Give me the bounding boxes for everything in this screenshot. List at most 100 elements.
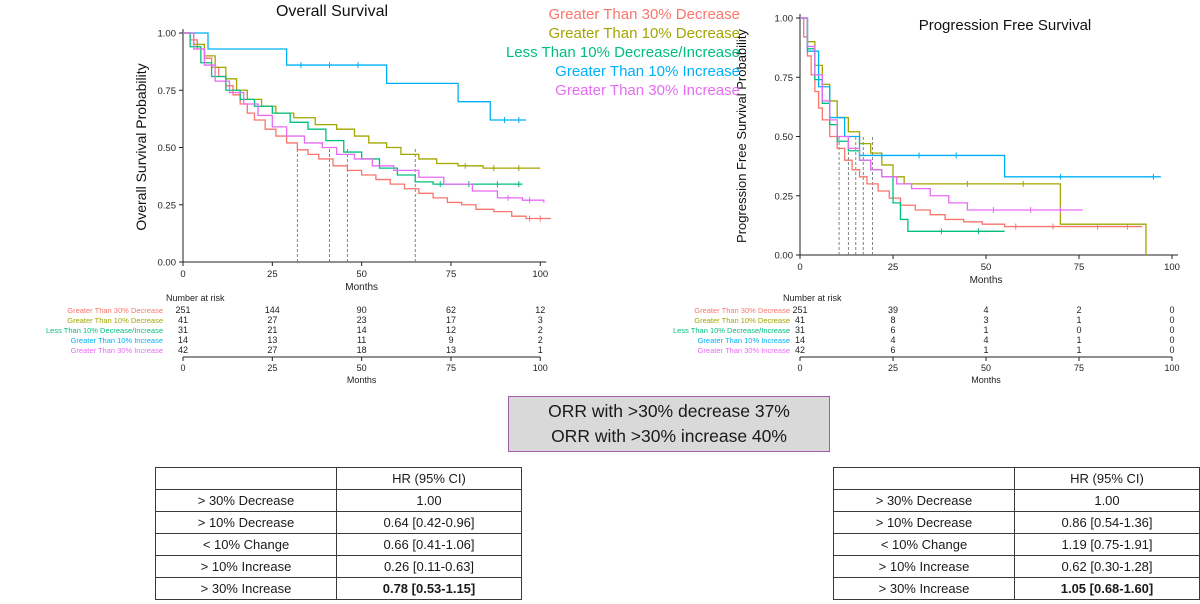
legend-entry-greater-than-10-decrease: Greater Than 10% Decrease: [548, 25, 741, 42]
risk-count: 0: [1076, 325, 1081, 335]
chart-title: Overall Survival: [276, 3, 388, 20]
risk-count: 1: [983, 325, 988, 335]
risk-row-label: Greater Than 10% Increase: [698, 336, 790, 345]
km-path-less-than-10-decrease-increase: [183, 32, 523, 185]
hr-value-cell: 0.86 [0.54-1.36]: [1014, 511, 1200, 534]
x-tick-label: 25: [267, 269, 278, 280]
risk-count: 31: [178, 325, 188, 335]
risk-count: 0: [1169, 315, 1174, 325]
hr-label-cell: > 10% Decrease: [155, 511, 337, 534]
risk-tick-label: 100: [533, 363, 548, 373]
risk-count: 17: [446, 315, 456, 325]
x-axis-label: Months: [345, 282, 378, 293]
y-tick-label: 0.25: [158, 200, 177, 211]
hr-row-10-increase: > 10% Increase 0.26 [0.11-0.63]: [155, 555, 522, 578]
risk-count: 42: [178, 345, 188, 355]
hr-label-cell: > 10% Increase: [155, 555, 337, 578]
risk-count: 251: [175, 305, 190, 315]
risk-table-title: Number at risk: [166, 293, 225, 303]
hr-value-cell: 0.66 [0.41-1.06]: [336, 533, 522, 556]
legend-entry-greater-than-30-increase: Greater Than 30% Increase: [555, 82, 740, 99]
risk-count: 3: [983, 315, 988, 325]
orr-annotation-box: ORR with >30% decrease 37% ORR with >30%…: [508, 396, 830, 452]
risk-count: 42: [795, 345, 805, 355]
risk-count: 0: [1169, 325, 1174, 335]
y-tick-label: 0.00: [158, 258, 177, 269]
risk-count: 31: [795, 325, 805, 335]
overall-survival-chart: Overall Survival Overall Survival Probabi…: [46, 3, 551, 385]
risk-count: 9: [448, 335, 453, 345]
y-tick-label: 0.75: [775, 73, 794, 84]
risk-count: 39: [888, 305, 898, 315]
hr-label-cell: > 10% Increase: [833, 555, 1015, 578]
risk-tick-label: 100: [1164, 363, 1179, 373]
risk-count: 3: [538, 315, 543, 325]
risk-count: 62: [446, 305, 456, 315]
km-curve-greater-than-10-increase: [800, 17, 1161, 180]
risk-tick-label: 25: [888, 363, 898, 373]
risk-count: 1: [1076, 345, 1081, 355]
risk-axis-label: Months: [971, 375, 1001, 385]
risk-tick-label: 75: [1074, 363, 1084, 373]
x-tick-label: 100: [532, 269, 548, 280]
risk-count: 90: [357, 305, 367, 315]
hr-label-cell: > 30% Decrease: [833, 489, 1015, 512]
legend-entry-greater-than-30-decrease: Greater Than 30% Decrease: [548, 6, 741, 23]
risk-count: 11: [357, 335, 366, 345]
km-curve-greater-than-10-decrease: [800, 17, 1147, 255]
hr-value-cell: 0.78 [0.53-1.15]: [336, 577, 522, 600]
risk-count: 0: [1169, 335, 1174, 345]
orr-line-1: ORR with >30% decrease 37%: [548, 401, 790, 421]
hr-value-cell: 0.26 [0.11-0.63]: [336, 555, 522, 578]
y-tick-label: 1.00: [158, 29, 177, 40]
x-tick-label: 0: [180, 269, 185, 280]
risk-count: 41: [795, 315, 805, 325]
risk-count: 18: [357, 345, 367, 355]
risk-row-label: Greater Than 30% Increase: [698, 346, 790, 355]
risk-count: 1: [1076, 315, 1081, 325]
hr-value-cell: 1.00: [336, 489, 522, 512]
km-curve-greater-than-10-decrease: [183, 32, 541, 172]
hr-header-cell: HR (95% CI): [1014, 467, 1200, 490]
risk-row-label: Less Than 10% Decrease/Increase: [46, 326, 163, 335]
hr-header-cell: HR (95% CI): [336, 467, 522, 490]
orr-line-2: ORR with >30% increase 40%: [551, 426, 787, 446]
x-tick-label: 75: [446, 269, 457, 280]
hr-value-cell: 1.05 [0.68-1.60]: [1014, 577, 1200, 600]
hr-header-row: HR (95% CI): [155, 467, 522, 490]
x-tick-label: 50: [356, 269, 367, 280]
hr-label-cell: > 30% Increase: [155, 577, 337, 600]
risk-count: 27: [267, 345, 277, 355]
x-tick-label: 100: [1164, 262, 1180, 273]
risk-count: 2: [1076, 305, 1081, 315]
risk-row-label: Greater Than 10% Increase: [71, 336, 163, 345]
risk-tick-label: 75: [446, 363, 456, 373]
y-axis-label: Overall Survival Probability: [133, 63, 149, 230]
risk-count: 23: [357, 315, 367, 325]
x-tick-label: 25: [888, 262, 899, 273]
km-curve-greater-than-30-decrease: [800, 17, 1143, 230]
risk-row-label: Greater Than 30% Increase: [71, 346, 163, 355]
x-tick-label: 75: [1074, 262, 1085, 273]
hr-row-10-decrease: > 10% Decrease 0.86 [0.54-1.36]: [833, 511, 1200, 534]
hr-value-cell: 0.62 [0.30-1.28]: [1014, 555, 1200, 578]
hr-table-progression-free-survival: HR (95% CI) > 30% Decrease 1.00 > 10% Decre…: [833, 467, 1200, 600]
km-path-less-than-10-decrease-increase: [800, 17, 1005, 232]
hr-label-cell: < 10% Change: [155, 533, 337, 556]
risk-row-label: Greater Than 30% Decrease: [694, 306, 790, 315]
x-tick-label: 0: [797, 262, 802, 273]
hr-label-cell: > 30% Decrease: [155, 489, 337, 512]
risk-row-label: Less Than 10% Decrease/Increase: [673, 326, 790, 335]
risk-count: 4: [890, 335, 895, 345]
hr-row-10-change: < 10% Change 0.66 [0.41-1.06]: [155, 533, 522, 556]
risk-table-title: Number at risk: [783, 293, 842, 303]
risk-count: 12: [535, 305, 545, 315]
risk-count: 12: [446, 325, 456, 335]
risk-tick-label: 0: [797, 363, 802, 373]
risk-tick-label: 0: [180, 363, 185, 373]
risk-count: 144: [265, 305, 280, 315]
risk-count: 21: [267, 325, 277, 335]
legend-entry-less-than-10-decrease-increase: Less Than 10% Decrease/Increase: [505, 44, 740, 61]
km-path-greater-than-10-decrease: [183, 32, 541, 169]
